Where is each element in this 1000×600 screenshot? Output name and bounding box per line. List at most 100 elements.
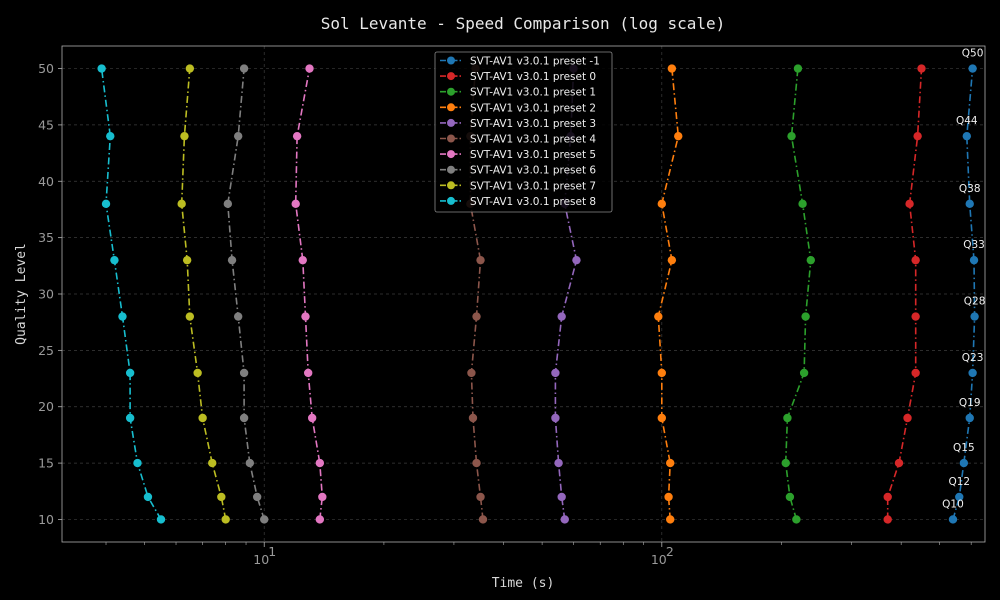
data-point: [799, 368, 809, 378]
data-point: [654, 312, 663, 321]
point-annotation: Q23: [962, 352, 984, 364]
series-line: [784, 68, 812, 520]
data-point: [239, 368, 249, 378]
data-point: [133, 458, 142, 468]
data-point: [182, 255, 192, 265]
series-9: [97, 64, 166, 524]
data-point: [106, 131, 115, 141]
legend-label: SVT-AV1 v3.0.1 preset 5: [470, 149, 596, 161]
data-point: [180, 131, 189, 141]
legend-label: SVT-AV1 v3.0.1 preset -1: [470, 56, 600, 68]
data-point: [239, 64, 249, 73]
data-point: [221, 515, 230, 524]
legend-item-5: SVT-AV1 v3.0.1 preset 4: [440, 134, 596, 146]
data-point: [185, 64, 195, 73]
data-point: [208, 458, 217, 468]
y-tick-label: 35: [38, 230, 54, 245]
point-annotation: Q12: [948, 476, 970, 488]
y-tick-label: 30: [38, 287, 54, 302]
data-point: [227, 255, 237, 265]
data-point: [291, 199, 300, 209]
x-tick-exponent: 2: [666, 544, 674, 559]
y-tick-label: 50: [38, 61, 54, 76]
y-tick-label: 20: [38, 399, 54, 414]
data-point: [806, 255, 815, 265]
data-point: [793, 64, 803, 73]
series-6: [291, 64, 327, 524]
data-point: [666, 515, 675, 524]
data-point: [801, 312, 810, 321]
legend-item-2: SVT-AV1 v3.0.1 preset 1: [440, 87, 596, 99]
legend-item-7: SVT-AV1 v3.0.1 preset 6: [440, 165, 596, 177]
data-point: [883, 492, 892, 502]
data-point: [903, 413, 912, 423]
chart-title: Sol Levante - Speed Comparison (log scal…: [321, 14, 726, 33]
series-1: [883, 64, 926, 524]
point-annotation: Q50: [962, 48, 984, 60]
data-point: [664, 492, 673, 502]
x-tick-label: 10: [651, 552, 667, 567]
point-annotation: Q15: [953, 442, 975, 454]
data-point: [260, 515, 269, 524]
data-point: [962, 131, 972, 141]
y-tick-label: 40: [38, 174, 54, 189]
data-point: [965, 199, 974, 209]
data-point: [301, 312, 310, 321]
data-point: [913, 131, 922, 141]
data-point: [798, 199, 807, 209]
y-tick-label: 25: [38, 343, 54, 358]
legend-label: SVT-AV1 v3.0.1 preset 1: [470, 87, 596, 99]
legend-label: SVT-AV1 v3.0.1 preset 3: [470, 118, 596, 130]
data-point: [97, 64, 106, 73]
data-point: [467, 368, 476, 378]
data-point: [233, 131, 243, 141]
data-point: [198, 413, 207, 423]
data-point: [239, 413, 249, 423]
data-point: [657, 199, 667, 209]
point-annotation: Q28: [964, 296, 986, 308]
data-point: [305, 64, 314, 73]
data-point: [307, 413, 317, 423]
point-annotation: Q19: [959, 397, 981, 409]
data-point: [666, 458, 675, 468]
data-point: [965, 413, 974, 423]
annotations-group: Q10 Q12 Q15 Q19 Q23 Q28 Q33 Q38 Q44 Q50: [942, 48, 985, 511]
x-axis-label: Time (s): [492, 576, 555, 591]
data-point: [315, 458, 325, 468]
legend-label: SVT-AV1 v3.0.1 preset 6: [470, 165, 596, 177]
y-axis-label: Quality Level: [14, 243, 29, 345]
data-point: [252, 492, 262, 502]
data-point: [217, 492, 226, 502]
legend-item-8: SVT-AV1 v3.0.1 preset 7: [440, 180, 596, 192]
data-point: [905, 199, 914, 209]
data-point: [478, 515, 488, 524]
legend-marker: [447, 56, 455, 65]
data-point: [674, 131, 683, 141]
legend-label: SVT-AV1 v3.0.1 preset 7: [470, 180, 596, 192]
data-point: [193, 368, 202, 378]
point-annotation: Q44: [956, 115, 978, 127]
data-point: [657, 413, 667, 423]
data-point: [298, 255, 307, 265]
series-line: [886, 68, 923, 520]
data-point: [959, 458, 969, 468]
legend-marker: [447, 87, 455, 96]
data-point: [318, 492, 327, 502]
series-2: [781, 64, 815, 524]
data-point: [125, 413, 135, 423]
data-point: [969, 255, 979, 265]
y-tick-label: 15: [38, 456, 54, 471]
legend-label: SVT-AV1 v3.0.1 preset 0: [470, 71, 596, 83]
data-point: [551, 413, 560, 423]
series-line: [100, 68, 162, 520]
y-tick-label: 45: [38, 117, 54, 132]
data-point: [783, 413, 792, 423]
data-point: [657, 368, 667, 378]
point-annotation: Q10: [942, 498, 964, 510]
series-line: [294, 68, 324, 520]
data-point: [143, 492, 153, 502]
data-point: [156, 515, 166, 524]
series-0: [948, 64, 979, 524]
data-point: [472, 312, 481, 321]
